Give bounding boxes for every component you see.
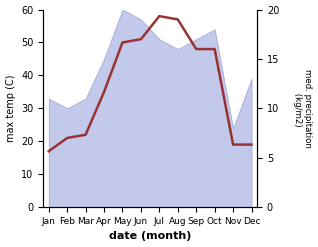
X-axis label: date (month): date (month) (109, 231, 191, 242)
Y-axis label: med. precipitation
 (kg/m2): med. precipitation (kg/m2) (293, 69, 313, 148)
Y-axis label: max temp (C): max temp (C) (5, 75, 16, 142)
